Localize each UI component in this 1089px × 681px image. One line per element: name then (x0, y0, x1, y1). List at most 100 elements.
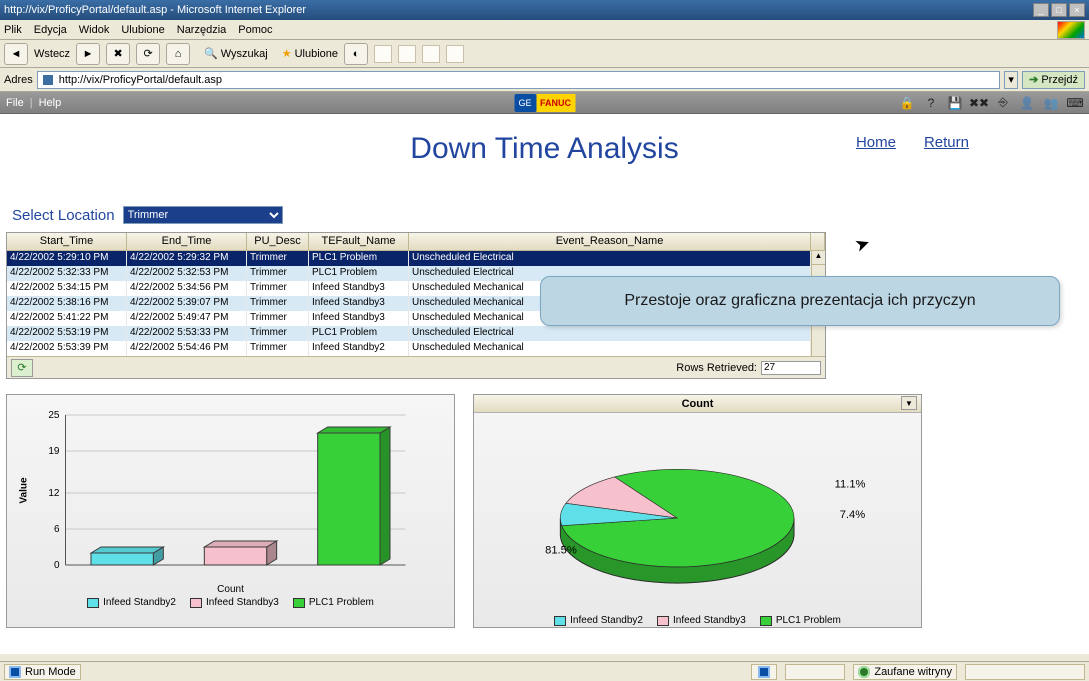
table-cell: 4/22/2002 5:29:10 PM (7, 251, 127, 266)
stop-button[interactable]: ✖ (106, 43, 130, 65)
legend-item: PLC1 Problem (760, 615, 841, 626)
app-menu-file[interactable]: File (6, 97, 24, 109)
search-label: Wyszukaj (221, 48, 268, 60)
bar-y-axis-label: Value (19, 477, 30, 503)
bar-x-axis-label: Count (7, 584, 454, 595)
svg-text:19: 19 (48, 446, 60, 457)
table-row[interactable]: 4/22/2002 5:29:10 PM4/22/2002 5:29:32 PM… (7, 251, 811, 266)
menu-file[interactable]: Plik (4, 24, 22, 36)
table-cell: 4/22/2002 5:32:53 PM (127, 266, 247, 281)
menu-favorites[interactable]: Ulubione (121, 24, 164, 36)
edit-icon[interactable] (422, 45, 440, 63)
status-empty-1 (785, 664, 845, 680)
media-button[interactable]: ◐ (344, 43, 368, 65)
restore-button[interactable]: □ (1051, 3, 1067, 17)
col-tefault[interactable]: TEFault_Name (309, 233, 409, 251)
grid-footer: ⟳ Rows Retrieved: (7, 356, 825, 378)
pie-chart: 81.5%11.1%7.4% (474, 413, 921, 613)
table-row[interactable]: 4/22/2002 5:53:39 PM4/22/2002 5:54:46 PM… (7, 341, 811, 356)
table-cell: Infeed Standby2 (309, 341, 409, 356)
app-menu-separator: | (30, 97, 33, 109)
col-pu-desc[interactable]: PU_Desc (247, 233, 309, 251)
location-select[interactable]: Trimmer (123, 206, 283, 224)
legend-label: PLC1 Problem (309, 597, 374, 608)
table-cell: Infeed Standby3 (309, 296, 409, 311)
table-cell: Trimmer (247, 311, 309, 326)
keyboard-icon[interactable]: ⌨ (1067, 95, 1083, 111)
address-dropdown-button[interactable]: ▾ (1004, 71, 1018, 89)
return-link[interactable]: Return (924, 134, 969, 151)
rows-retrieved-value (761, 361, 821, 375)
fanuc-logo-icon: FANUC (536, 94, 575, 112)
annotation-callout: Przestoje oraz graficzna prezentacja ich… (540, 276, 1060, 326)
menu-tools[interactable]: Narzędzia (177, 24, 227, 36)
legend-label: PLC1 Problem (776, 615, 841, 626)
rows-retrieved-label: Rows Retrieved: (676, 362, 757, 374)
col-start-time[interactable]: Start_Time (7, 233, 127, 251)
status-doc-icon (751, 664, 777, 680)
print-icon[interactable] (398, 45, 416, 63)
pie-header-label: Count (682, 398, 714, 410)
table-cell: Infeed Standby3 (309, 311, 409, 326)
mode-icon (9, 666, 21, 678)
select-location: Select Location Trimmer (12, 206, 283, 224)
grid-refresh-button[interactable]: ⟳ (11, 359, 33, 377)
close-button[interactable]: × (1069, 3, 1085, 17)
home-button[interactable]: ⌂ (166, 43, 190, 65)
tools-icon[interactable]: ✖✖ (971, 95, 987, 111)
svg-text:7.4%: 7.4% (840, 509, 866, 521)
back-button[interactable]: ◄ (4, 43, 28, 65)
app-menu-help[interactable]: Help (39, 97, 62, 109)
legend-swatch-icon (190, 598, 202, 608)
table-row[interactable]: 4/22/2002 5:53:19 PM4/22/2002 5:53:33 PM… (7, 326, 811, 341)
legend-item: Infeed Standby2 (87, 597, 176, 608)
table-cell: 4/22/2002 5:39:07 PM (127, 296, 247, 311)
window-titlebar: http://vix/ProficyPortal/default.asp - M… (0, 0, 1089, 20)
help-icon[interactable]: ? (923, 95, 939, 111)
ie-address-bar: Adres http://vix/ProficyPortal/default.a… (0, 68, 1089, 92)
table-cell: 4/22/2002 5:49:47 PM (127, 311, 247, 326)
discuss-icon[interactable] (446, 45, 464, 63)
refresh-button[interactable]: ⟳ (136, 43, 160, 65)
svg-text:25: 25 (48, 410, 60, 421)
home-link[interactable]: Home (856, 134, 896, 151)
bar-chart-legend: Infeed Standby2Infeed Standby3PLC1 Probl… (7, 597, 454, 608)
search-icon: 🔍 (204, 47, 218, 60)
menu-view[interactable]: Widok (79, 24, 110, 36)
favorites-label: Ulubione (295, 48, 338, 60)
star-icon: ★ (282, 47, 292, 60)
svg-text:0: 0 (54, 560, 60, 571)
forward-button[interactable]: ► (76, 43, 100, 65)
status-mode-label: Run Mode (25, 666, 76, 678)
go-arrow-icon: ➔ (1029, 73, 1038, 86)
user2-icon[interactable]: 👥 (1043, 95, 1059, 111)
svg-text:12: 12 (48, 488, 60, 499)
legend-item: Infeed Standby3 (657, 615, 746, 626)
table-cell: 4/22/2002 5:34:56 PM (127, 281, 247, 296)
search-button[interactable]: 🔍 Wyszukaj (204, 47, 268, 60)
window-buttons: _ □ × (1033, 3, 1085, 17)
address-input[interactable]: http://vix/ProficyPortal/default.asp (37, 71, 1000, 89)
legend-label: Infeed Standby2 (103, 597, 176, 608)
table-cell: 4/22/2002 5:32:33 PM (7, 266, 127, 281)
table-cell: 4/22/2002 5:29:32 PM (127, 251, 247, 266)
menu-edit[interactable]: Edycja (34, 24, 67, 36)
user1-icon[interactable]: 👤 (1019, 95, 1035, 111)
scroll-up-icon[interactable]: ▲ (812, 251, 825, 265)
pie-header-dropdown[interactable]: ▼ (901, 396, 917, 410)
exit-icon[interactable]: ⎆ (995, 95, 1011, 111)
save-icon[interactable]: 💾 (947, 95, 963, 111)
minimize-button[interactable]: _ (1033, 3, 1049, 17)
legend-label: Infeed Standby3 (673, 615, 746, 626)
menu-help[interactable]: Pomoc (238, 24, 272, 36)
address-label: Adres (4, 74, 33, 86)
favorites-button[interactable]: ★ Ulubione (282, 47, 338, 60)
go-button[interactable]: ➔ Przejdź (1022, 71, 1085, 89)
app-brand: GE FANUC (514, 94, 575, 112)
col-end-time[interactable]: End_Time (127, 233, 247, 251)
col-event-reason[interactable]: Event_Reason_Name (409, 233, 811, 251)
ge-logo-icon: GE (514, 94, 536, 112)
mail-icon[interactable] (374, 45, 392, 63)
table-cell: 4/22/2002 5:53:33 PM (127, 326, 247, 341)
lock-icon[interactable]: 🔒 (899, 95, 915, 111)
